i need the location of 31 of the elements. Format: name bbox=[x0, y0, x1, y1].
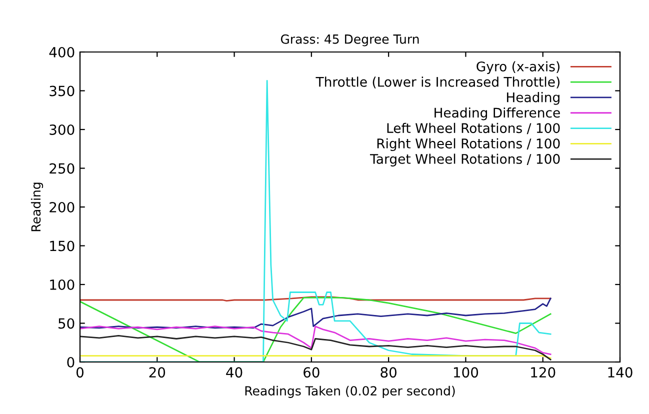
x-tick-label: 120 bbox=[531, 367, 556, 378]
legend-label: Gyro (x-axis) bbox=[476, 61, 560, 74]
y-tick-label: 250 bbox=[50, 163, 74, 174]
y-tick-label: 350 bbox=[50, 86, 74, 96]
legend-label: Left Wheel Rotations / 100 bbox=[387, 122, 560, 134]
line-series bbox=[80, 296, 552, 362]
line-series bbox=[80, 334, 552, 360]
y-tick-label: 300 bbox=[50, 124, 74, 135]
y-tick-label: 150 bbox=[50, 240, 74, 252]
x-tick-label: 20 bbox=[149, 367, 166, 378]
x-tick-label: 100 bbox=[454, 367, 478, 378]
chart-title: Grass: 45 Degree Turn bbox=[280, 34, 419, 46]
y-tick-label: 100 bbox=[50, 279, 74, 290]
y-tick-label: 50 bbox=[58, 318, 74, 329]
legend-label: Target Wheel Rotations / 100 bbox=[370, 154, 560, 166]
legend-label: Right Wheel Rotations / 100 bbox=[377, 138, 560, 152]
x-tick-label: 80 bbox=[380, 367, 396, 378]
x-tick-label: 60 bbox=[304, 367, 320, 378]
legend-label: Heading Difference bbox=[434, 107, 560, 120]
x-tick-label: 0 bbox=[76, 367, 84, 378]
y-tick-label: 200 bbox=[50, 202, 74, 212]
line-series bbox=[80, 298, 552, 329]
y-axis-title: Reading bbox=[30, 182, 44, 232]
y-tick-label: 400 bbox=[49, 46, 74, 58]
legend-label: Throttle (Lower is Increased Throttle) bbox=[316, 76, 560, 88]
x-tick-label: 40 bbox=[226, 367, 242, 378]
legend-label: Heading bbox=[507, 92, 560, 105]
line-series bbox=[80, 326, 552, 355]
x-tick-label: 140 bbox=[608, 367, 632, 378]
x-axis-title: Readings Taken (0.02 per second) bbox=[245, 386, 455, 398]
y-tick-label: 0 bbox=[67, 356, 74, 368]
